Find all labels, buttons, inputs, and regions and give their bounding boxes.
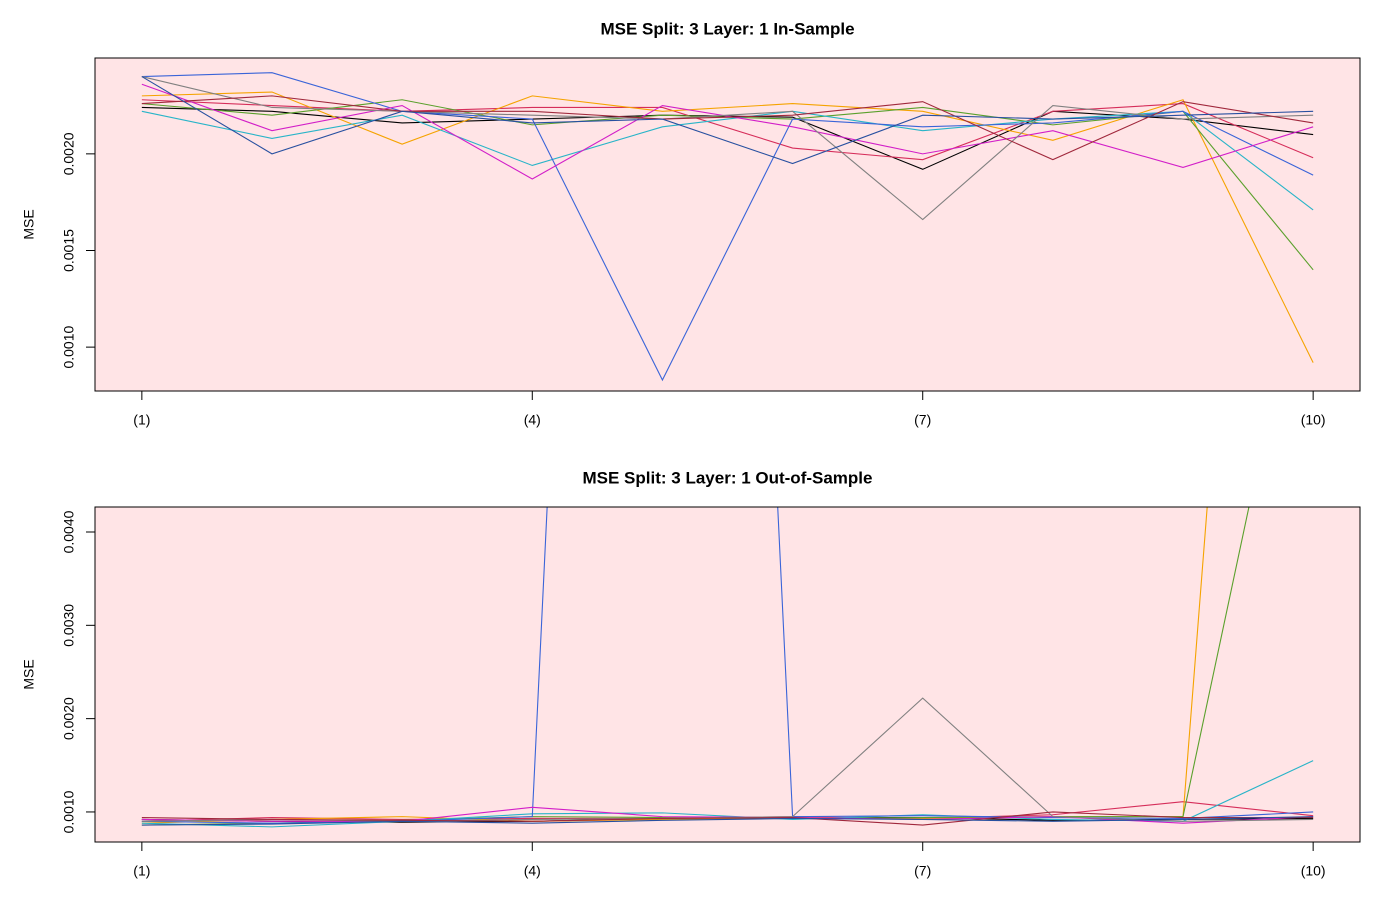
y-tick-label: 0.0020: [61, 697, 77, 740]
y-tick-label: 0.0020: [61, 132, 77, 175]
x-tick-label: (1): [133, 863, 150, 879]
plot-border: [94, 57, 1361, 392]
x-tick-label: (10): [1301, 412, 1326, 428]
y-axis-label: MSE: [21, 659, 37, 689]
x-tick-label: (7): [914, 863, 931, 879]
series-line: [141, 99, 1314, 161]
y-axis-label: MSE: [21, 209, 37, 239]
plot-border: [94, 506, 1361, 843]
y-tick-label: 0.0010: [61, 790, 77, 833]
x-tick-label: (7): [914, 412, 931, 428]
chart-title: MSE Split: 3 Layer: 1 In-Sample: [600, 19, 854, 38]
series-line: [141, 76, 1314, 221]
series-line: [141, 811, 1314, 826]
y-tick-label: 0.0010: [61, 326, 77, 369]
y-tick-label: 0.0015: [61, 229, 77, 272]
y-tick-label: 0.0030: [61, 604, 77, 647]
x-tick-label: (4): [524, 412, 541, 428]
plot-background: [95, 507, 1360, 842]
plot-lines: [141, 72, 1314, 382]
series-line: [141, 110, 1314, 211]
series-line: [141, 76, 1314, 165]
chart-title: MSE Split: 3 Layer: 1 Out-of-Sample: [583, 468, 873, 487]
x-tick-label: (4): [524, 863, 541, 879]
y-tick-label: 0.0040: [61, 510, 77, 553]
x-tick-label: (10): [1301, 863, 1326, 879]
series-line: [141, 83, 1314, 180]
series-line: [141, 95, 1314, 161]
series-line: [141, 816, 1314, 826]
plot-lines: [141, 507, 1314, 828]
x-tick-label: (1): [133, 412, 150, 428]
